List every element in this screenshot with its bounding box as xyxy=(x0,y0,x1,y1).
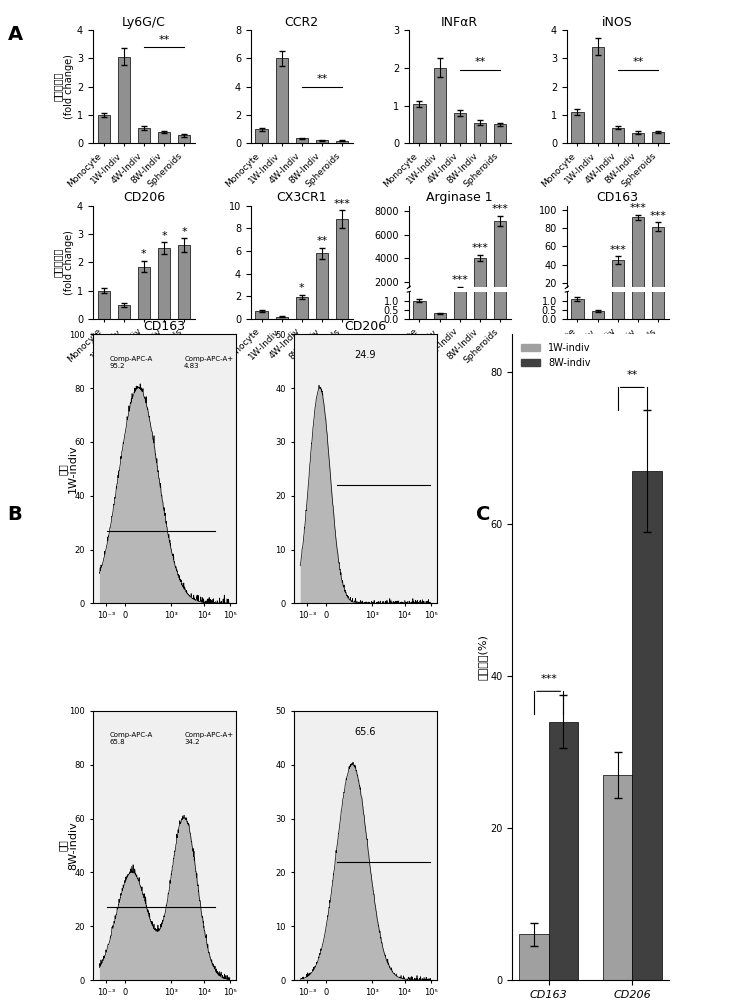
Bar xyxy=(178,135,190,143)
Bar xyxy=(611,0,624,319)
Bar xyxy=(434,313,446,319)
Text: A: A xyxy=(7,25,22,44)
Bar xyxy=(548,722,578,980)
Bar xyxy=(591,311,603,319)
Bar xyxy=(611,260,624,301)
Text: ***: *** xyxy=(472,243,488,253)
Bar xyxy=(97,291,109,319)
Title: CD206: CD206 xyxy=(123,191,165,204)
Text: **: ** xyxy=(158,35,169,45)
Text: ***: *** xyxy=(334,199,351,209)
Bar xyxy=(652,132,664,143)
Title: iNOS: iNOS xyxy=(603,16,633,29)
Bar xyxy=(474,0,486,319)
Text: 65.6: 65.6 xyxy=(354,727,376,737)
Text: 1W-indiv: 1W-indiv xyxy=(68,444,78,493)
Bar xyxy=(611,128,624,143)
Text: 24.9: 24.9 xyxy=(354,350,376,360)
Text: Comp-APC-A
65.8: Comp-APC-A 65.8 xyxy=(110,732,153,745)
Text: Comp-APC-A+
4.83: Comp-APC-A+ 4.83 xyxy=(184,356,233,369)
Bar xyxy=(434,68,446,143)
Text: ***: *** xyxy=(649,211,666,221)
Text: *: * xyxy=(181,227,187,237)
Title: Arginase 1: Arginase 1 xyxy=(426,191,493,204)
Text: ***: *** xyxy=(492,204,508,214)
Bar xyxy=(494,0,506,319)
Bar xyxy=(158,248,170,319)
Bar xyxy=(256,311,267,319)
Title: Ly6G/C: Ly6G/C xyxy=(122,16,166,29)
Text: 8W-indiv: 8W-indiv xyxy=(68,821,78,870)
Bar xyxy=(336,219,348,319)
Bar xyxy=(603,775,632,980)
Text: *: * xyxy=(299,283,305,293)
Bar xyxy=(256,129,267,143)
Bar xyxy=(413,104,426,143)
Text: Comp-APC-A
95.2: Comp-APC-A 95.2 xyxy=(110,356,153,369)
Text: *: * xyxy=(161,231,166,241)
Text: ***: *** xyxy=(629,203,646,213)
Y-axis label: 相对表达量
(fold change): 相对表达量 (fold change) xyxy=(53,230,74,295)
Text: **: ** xyxy=(317,236,328,246)
Y-axis label: 相对表达量
(fold change): 相对表达量 (fold change) xyxy=(53,54,74,119)
Bar xyxy=(519,934,548,980)
Text: ***: *** xyxy=(540,674,557,684)
Text: **: ** xyxy=(632,57,643,67)
Bar xyxy=(652,227,664,301)
Bar xyxy=(632,217,644,301)
Bar xyxy=(316,140,328,143)
Bar xyxy=(474,258,486,305)
Bar xyxy=(454,113,466,143)
Bar xyxy=(632,471,661,980)
Text: **: ** xyxy=(626,370,638,380)
Text: **: ** xyxy=(317,74,328,84)
Y-axis label: 计数: 计数 xyxy=(58,463,68,475)
Title: CX3CR1: CX3CR1 xyxy=(276,191,327,204)
Bar xyxy=(117,305,130,319)
Bar xyxy=(117,57,130,143)
Bar xyxy=(494,221,506,305)
Text: *: * xyxy=(141,249,146,259)
Y-axis label: 计数: 计数 xyxy=(58,840,68,851)
Bar xyxy=(137,128,150,143)
Bar xyxy=(137,267,150,319)
Bar xyxy=(652,0,664,319)
Bar xyxy=(158,132,170,143)
Y-axis label: 阳性细胞(%): 阳性细胞(%) xyxy=(477,634,487,680)
Bar xyxy=(632,0,644,319)
Bar xyxy=(474,123,486,143)
Text: ***: *** xyxy=(451,275,468,285)
Title: CD163: CD163 xyxy=(597,191,639,204)
Bar xyxy=(316,253,328,319)
Text: C: C xyxy=(476,505,490,524)
Text: Comp-APC-A+
34.2: Comp-APC-A+ 34.2 xyxy=(184,732,233,745)
Bar xyxy=(454,0,466,319)
Legend: 1W-indiv, 8W-indiv: 1W-indiv, 8W-indiv xyxy=(517,339,594,372)
Bar xyxy=(276,58,288,143)
Bar xyxy=(632,133,644,143)
Bar xyxy=(296,138,308,143)
Bar xyxy=(97,115,109,143)
Title: CD163: CD163 xyxy=(143,320,186,333)
Bar xyxy=(336,141,348,143)
Bar xyxy=(276,317,288,319)
Bar xyxy=(571,299,583,319)
Title: CCR2: CCR2 xyxy=(285,16,319,29)
Title: INFαR: INFαR xyxy=(441,16,478,29)
Text: B: B xyxy=(7,505,22,524)
Title: CD206: CD206 xyxy=(344,320,386,333)
Text: **: ** xyxy=(474,57,485,67)
Bar xyxy=(413,301,426,319)
Bar xyxy=(591,47,603,143)
Bar xyxy=(296,297,308,319)
Text: ***: *** xyxy=(609,245,626,255)
Bar xyxy=(494,124,506,143)
Bar xyxy=(454,288,466,305)
Bar xyxy=(571,112,583,143)
Bar xyxy=(178,245,190,319)
